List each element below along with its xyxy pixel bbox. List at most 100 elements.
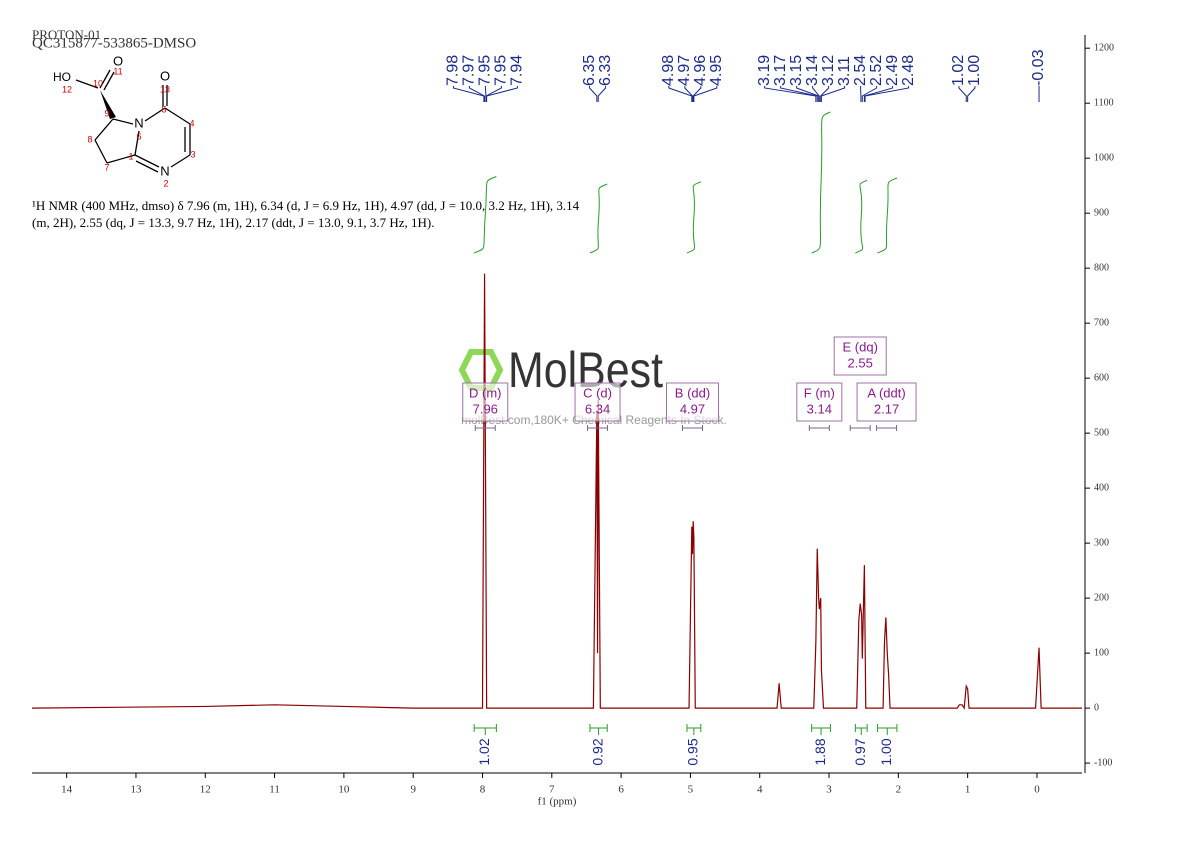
multiplet-shift: 4.97 bbox=[680, 401, 705, 416]
peak-label: 3.12 bbox=[820, 55, 837, 86]
multiplet-name: E (dq) bbox=[843, 339, 878, 354]
structure-label: 12 bbox=[62, 84, 72, 94]
multiplet-range bbox=[849, 425, 871, 431]
x-axis-label: f1 (ppm) bbox=[538, 796, 577, 808]
structure-label: 3 bbox=[190, 149, 195, 159]
structure-label: O bbox=[113, 53, 123, 68]
structure-label: 13 bbox=[160, 84, 170, 94]
integral-label: 0.92 bbox=[589, 738, 605, 765]
integral-bracket bbox=[877, 724, 898, 735]
peak-connector bbox=[692, 86, 702, 102]
description-line: ¹H NMR (400 MHz, dmso) δ 7.96 (m, 1H), 6… bbox=[32, 198, 580, 213]
x-tick-label: 13 bbox=[130, 784, 142, 796]
x-tick-label: 2 bbox=[896, 784, 902, 796]
peak-label: 2.52 bbox=[868, 55, 885, 86]
multiplet-shift: 6.34 bbox=[585, 401, 610, 416]
peak-label: 3.14 bbox=[804, 55, 821, 86]
peak-label: 3.19 bbox=[756, 55, 773, 86]
y-tick-label: 800 bbox=[1094, 262, 1109, 273]
peak-connector bbox=[764, 86, 817, 102]
integral-curve bbox=[686, 181, 702, 254]
integral-curve bbox=[855, 179, 868, 254]
y-tick-label: 600 bbox=[1094, 372, 1109, 383]
structure-label: 8 bbox=[87, 134, 92, 144]
multiplet-name: B (dd) bbox=[675, 385, 710, 400]
integral-bracket bbox=[854, 724, 868, 735]
peak-label: 7.95 bbox=[493, 55, 510, 86]
y-tick-label: 100 bbox=[1094, 647, 1109, 658]
peak-connector bbox=[486, 86, 518, 102]
x-tick-label: 14 bbox=[61, 784, 73, 796]
integral-curve bbox=[811, 111, 831, 254]
multiplet-range bbox=[876, 425, 898, 431]
multiplet-box bbox=[665, 382, 719, 422]
peak-label: 4.96 bbox=[692, 55, 709, 86]
multiplet-range bbox=[587, 425, 609, 431]
multiplet-box bbox=[462, 382, 509, 422]
multiplet-box bbox=[856, 382, 917, 422]
integral-curve bbox=[473, 176, 497, 254]
x-tick-label: 5 bbox=[688, 784, 694, 796]
y-tick-label: 500 bbox=[1094, 427, 1109, 438]
peak-connector bbox=[684, 86, 693, 102]
peak-label: 3.11 bbox=[836, 56, 853, 86]
description-line: (m, 2H), 2.55 (dq, J = 13.3, 9.7 Hz, 1H)… bbox=[32, 215, 434, 230]
integral-label: 1.02 bbox=[476, 738, 492, 765]
peak-connector bbox=[812, 86, 820, 102]
structure-label: 1 bbox=[128, 151, 133, 161]
structure-label: 10 bbox=[93, 78, 103, 88]
peak-connector bbox=[958, 86, 967, 102]
multiplet-name: D (m) bbox=[469, 385, 502, 400]
integral-label: 0.97 bbox=[852, 738, 868, 765]
structure-label: 7 bbox=[104, 162, 109, 172]
peak-connector bbox=[864, 86, 910, 102]
integral-bracket bbox=[589, 724, 608, 735]
peak-label: 2.49 bbox=[884, 55, 901, 86]
integral-label: 1.00 bbox=[878, 738, 894, 765]
peak-label: 7.95 bbox=[477, 55, 494, 86]
structure-label: 9 bbox=[104, 108, 109, 118]
y-tick-label: 1100 bbox=[1094, 97, 1114, 108]
peak-label: 1.02 bbox=[950, 55, 967, 86]
x-tick-label: 1 bbox=[965, 784, 971, 796]
peak-connector bbox=[820, 86, 830, 102]
peak-label: 4.95 bbox=[708, 55, 725, 86]
structure-bonds bbox=[75, 69, 191, 173]
peak-connector bbox=[589, 86, 598, 102]
multiplet-shift: 2.55 bbox=[848, 355, 873, 370]
multiplet-box bbox=[833, 336, 887, 376]
y-tick-label: 300 bbox=[1094, 537, 1109, 548]
peak-label: 7.97 bbox=[461, 55, 478, 86]
peak-label: 2.54 bbox=[852, 55, 869, 86]
integral-label: 0.95 bbox=[685, 738, 701, 765]
peak-connector bbox=[780, 86, 818, 102]
x-tick-label: 12 bbox=[200, 784, 211, 796]
structure-label: 5 bbox=[161, 104, 166, 114]
y-tick-label: 900 bbox=[1094, 207, 1109, 218]
peak-label: 7.94 bbox=[509, 55, 526, 86]
integral-bracket bbox=[473, 724, 497, 735]
multiplet-shift: 2.17 bbox=[874, 401, 899, 416]
integral-bracket bbox=[686, 724, 702, 735]
peak-connector bbox=[967, 86, 976, 102]
peak-connector bbox=[863, 86, 894, 102]
multiplet-range bbox=[474, 425, 496, 431]
x-tick-label: 3 bbox=[826, 784, 832, 796]
peak-label: 1.00 bbox=[966, 55, 983, 86]
peak-label: 3.17 bbox=[772, 55, 789, 86]
multiplet-range bbox=[808, 425, 830, 431]
y-tick-label: -100 bbox=[1094, 757, 1112, 768]
y-tick-label: 0 bbox=[1094, 702, 1099, 713]
peak-label: 3.15 bbox=[788, 55, 805, 86]
peak-connector bbox=[597, 86, 607, 102]
multiplet-shift: 7.96 bbox=[473, 401, 498, 416]
y-tick-label: 1000 bbox=[1094, 152, 1114, 163]
integral-label: 1.88 bbox=[812, 738, 828, 765]
multiplet-range bbox=[681, 425, 703, 431]
peak-label: -0.03 bbox=[1030, 49, 1047, 86]
chart-subtitle: QC315877-533865-DMSO bbox=[32, 35, 196, 51]
multiplet-name: C (d) bbox=[583, 385, 612, 400]
peak-connector bbox=[861, 86, 878, 102]
